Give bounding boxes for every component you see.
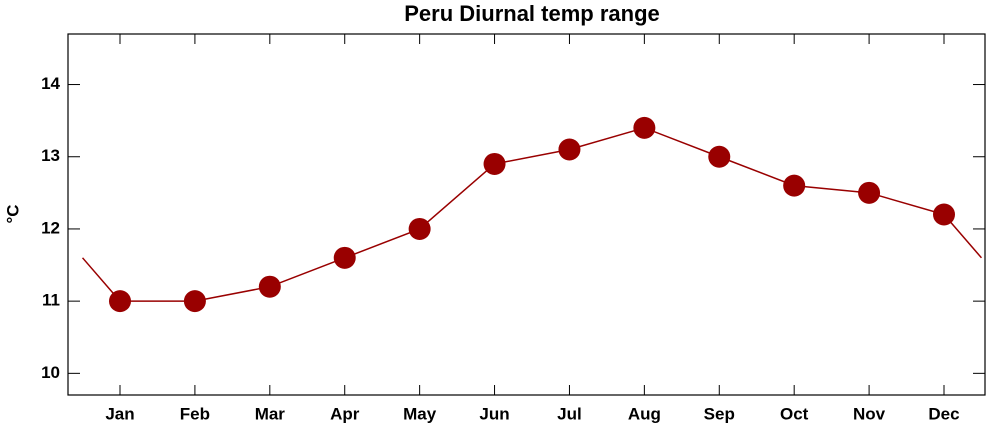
data-point [183, 290, 206, 313]
data-point [933, 203, 955, 226]
plot-frame [67, 33, 986, 396]
y-tick-label: 11 [42, 291, 60, 310]
y-tick-label: 12 [41, 218, 60, 237]
x-tick-label: Aug [628, 404, 661, 423]
x-tick-label: Sep [704, 404, 735, 423]
data-point [408, 217, 431, 240]
data-point [708, 145, 731, 168]
data-point [858, 181, 881, 204]
data-point [783, 174, 806, 197]
x-tick-label: Jul [557, 404, 582, 423]
y-tick-label: 10 [41, 363, 60, 382]
data-point [333, 246, 356, 269]
data-point [558, 138, 581, 161]
x-tick-label: Apr [330, 404, 360, 423]
y-tick-label: 13 [41, 146, 60, 165]
data-line [120, 127, 945, 302]
x-tick-label: Jan [105, 404, 134, 423]
x-tick-label: Jun [479, 404, 509, 423]
x-tick-label: May [403, 404, 437, 423]
y-axis-label: °C [3, 204, 22, 223]
x-tick-label: Dec [928, 404, 959, 423]
data-point [633, 116, 656, 139]
x-tick-label: Oct [780, 404, 809, 423]
x-tick-label: Feb [180, 404, 210, 423]
data-point [109, 290, 131, 313]
chart-title: Peru Diurnal temp range [404, 1, 660, 26]
y-tick-label: 14 [41, 74, 60, 93]
x-tick-label: Nov [853, 404, 886, 423]
x-tick-label: Mar [255, 404, 286, 423]
data-point [258, 275, 281, 298]
data-point [483, 152, 506, 175]
